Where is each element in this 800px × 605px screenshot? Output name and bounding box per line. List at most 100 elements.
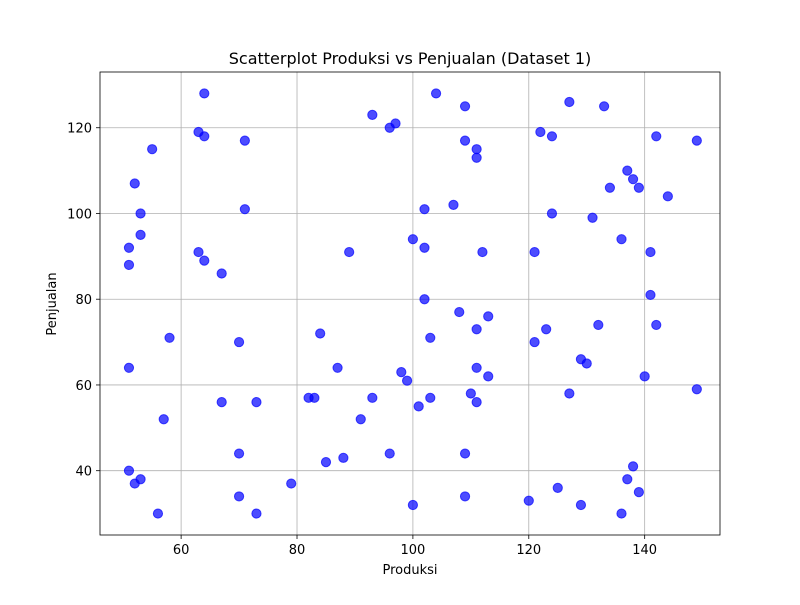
y-tick-label: 80 xyxy=(75,293,92,308)
data-point xyxy=(123,242,135,253)
data-point xyxy=(135,229,146,241)
data-point xyxy=(396,366,407,378)
data-point xyxy=(546,131,558,142)
data-point xyxy=(471,324,482,335)
data-point xyxy=(251,397,262,408)
x-tick-label: 60 xyxy=(173,543,190,558)
data-point xyxy=(477,246,488,258)
data-point xyxy=(286,478,297,489)
data-point xyxy=(344,246,355,258)
data-point xyxy=(199,88,210,99)
data-point xyxy=(459,135,471,146)
data-point xyxy=(419,294,430,305)
data-point xyxy=(233,491,245,502)
data-point xyxy=(587,212,598,223)
data-point xyxy=(459,101,471,112)
data-point xyxy=(616,234,627,245)
data-point xyxy=(309,392,320,403)
data-point xyxy=(413,401,424,412)
data-point xyxy=(691,384,702,395)
data-point xyxy=(123,259,135,271)
data-point xyxy=(233,448,245,459)
data-point xyxy=(633,487,644,498)
data-point xyxy=(332,362,343,373)
data-point xyxy=(535,126,546,138)
data-point xyxy=(251,508,262,519)
data-point xyxy=(599,101,610,112)
data-point xyxy=(639,371,650,382)
data-point xyxy=(454,306,465,318)
x-tick-label: 140 xyxy=(632,543,657,558)
data-point xyxy=(645,246,656,258)
data-point xyxy=(691,135,702,146)
data-point xyxy=(575,499,587,511)
plot-frame xyxy=(99,71,721,536)
data-point xyxy=(471,152,482,163)
data-point xyxy=(552,482,563,493)
data-point xyxy=(158,414,169,425)
data-point xyxy=(152,508,164,519)
data-point xyxy=(367,109,378,120)
data-point xyxy=(384,448,395,459)
data-point xyxy=(651,319,662,331)
ticks-layer: 60 80 100 120 140 40 60 80 100 120 xyxy=(67,122,657,558)
data-point xyxy=(402,375,413,386)
data-point xyxy=(581,358,592,369)
data-point xyxy=(338,452,349,463)
data-point xyxy=(390,118,401,129)
data-point xyxy=(471,362,482,373)
data-point xyxy=(471,397,482,408)
data-point xyxy=(465,388,476,399)
x-tick-label: 100 xyxy=(400,543,425,558)
y-axis-label: Penjualan xyxy=(45,272,60,335)
data-point xyxy=(407,499,418,511)
data-point xyxy=(367,392,378,403)
data-point xyxy=(419,204,430,215)
data-point xyxy=(627,461,639,472)
data-point xyxy=(233,336,245,348)
data-point xyxy=(199,131,210,142)
data-point xyxy=(135,208,146,219)
data-point xyxy=(651,131,662,142)
data-point xyxy=(430,88,442,99)
data-point xyxy=(633,182,644,193)
data-point xyxy=(523,495,534,506)
y-tick-label: 120 xyxy=(67,122,92,137)
data-point xyxy=(199,255,210,266)
data-point xyxy=(123,362,135,373)
data-point xyxy=(239,135,250,146)
data-point xyxy=(320,457,332,468)
data-point xyxy=(483,311,494,322)
y-tick-label: 60 xyxy=(75,379,92,394)
data-point xyxy=(355,414,366,425)
x-tick-label: 80 xyxy=(289,543,306,558)
data-point xyxy=(529,336,540,348)
chart-title: Scatterplot Produksi vs Penjualan (Datas… xyxy=(229,49,592,68)
data-point xyxy=(193,246,204,258)
data-point xyxy=(407,234,418,245)
data-point xyxy=(315,328,326,339)
data-point xyxy=(129,178,140,189)
data-point xyxy=(616,508,627,519)
grid-layer xyxy=(100,72,720,535)
data-point xyxy=(645,289,656,301)
data-point xyxy=(459,448,471,459)
data-point xyxy=(135,474,146,485)
data-point xyxy=(622,474,633,485)
data-point xyxy=(483,371,494,382)
data-point xyxy=(459,491,471,502)
data-point xyxy=(425,392,436,403)
x-axis-label: Produksi xyxy=(382,563,437,578)
data-point xyxy=(419,242,430,253)
data-point xyxy=(622,165,633,176)
data-point xyxy=(147,144,158,155)
data-point xyxy=(425,332,436,343)
y-tick-label: 40 xyxy=(75,465,92,480)
data-point xyxy=(546,208,558,219)
data-point xyxy=(448,199,459,210)
data-point xyxy=(564,96,575,108)
data-point xyxy=(564,388,575,399)
